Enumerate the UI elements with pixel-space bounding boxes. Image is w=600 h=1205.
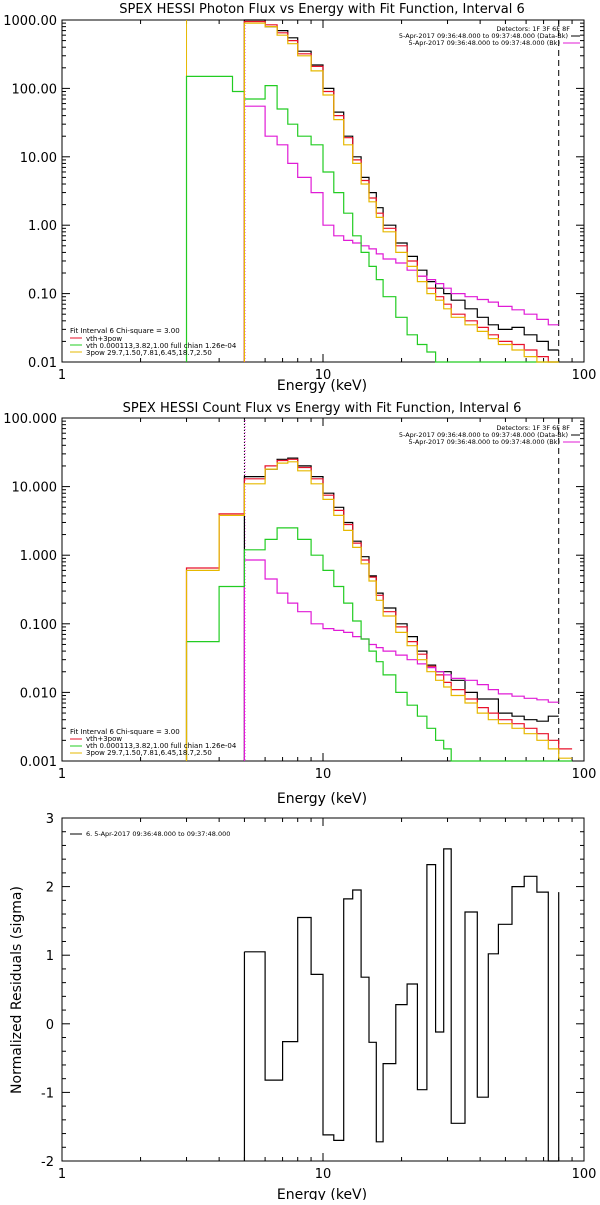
y-tick-label: 0.010 (20, 686, 57, 701)
series-line-vth-3pow (185, 458, 573, 761)
plot-area: 1 10 100 -2 -1 0 1 2 3 (41, 812, 596, 1182)
series-line-3pow (185, 461, 573, 761)
x-axis-label: Energy (keV) (277, 791, 367, 807)
x-tick-label: 1 (58, 368, 66, 383)
y-tick-label: 100.00 (12, 82, 58, 97)
photon-flux-panel: SPEX HESSI Photon Flux vs Energy with Fi… (3, 2, 596, 394)
x-tick-label: 100 (572, 767, 597, 782)
x-tick-label: 1 (58, 767, 66, 782)
y-tick-label: 1000.00 (3, 14, 57, 29)
x-tick-label: 10 (315, 368, 332, 383)
x-axis-label: Energy (keV) (277, 378, 367, 394)
chart-title: SPEX HESSI Count Flux vs Energy with Fit… (123, 401, 522, 416)
legend-entry-vth: vth 0.000113,3.82,1.00 full chian 1.26e-… (86, 342, 237, 350)
y-tick-label: 10.000 (12, 481, 58, 496)
y-tick-label: 0.01 (28, 356, 57, 371)
count-flux-panel: SPEX HESSI Count Flux vs Energy with Fit… (3, 401, 596, 807)
annotation-data-bk: 5-Apr-2017 09:36:48.000 to 09:37:48.000 … (399, 32, 568, 40)
y-tick-label: 1.000 (20, 549, 57, 564)
plot-area: 1 10 100 0.01 0.10 1.00 10.00 100.00 1000.00 (3, 14, 596, 383)
series-line-data-bk (243, 19, 559, 362)
chart-title: SPEX HESSI Photon Flux vs Energy with Fi… (119, 2, 525, 17)
annotation-bk: 5-Apr-2017 09:36:48.000 to 09:37:48.000 … (409, 438, 560, 446)
legend-title: Fit Interval 6 Chi-square = 3.00 (70, 327, 180, 335)
y-tick-label: 1.00 (28, 219, 57, 234)
legend-title: Fit Interval 6 Chi-square = 3.00 (70, 728, 180, 736)
series-line-bk (243, 559, 559, 761)
y-tick-label: 100.000 (3, 412, 57, 427)
legend-entry-vth3pow: vth+3pow (86, 735, 122, 743)
y-tick-label: 10.00 (20, 151, 57, 166)
plot-frame (61, 417, 585, 762)
legend-entry-vth3pow: vth+3pow (86, 335, 122, 343)
x-tick-label: 100 (572, 368, 597, 383)
y-tick-label: -1 (41, 1086, 54, 1101)
y-tick-label: -2 (41, 1155, 54, 1170)
legend-entry-vth: vth 0.000113,3.82,1.00 full chian 1.26e-… (86, 742, 237, 750)
x-tick-label: 100 (572, 1167, 597, 1182)
series-line-vth (185, 75, 559, 363)
y-axis-label: Normalized Residuals (sigma) (9, 886, 25, 1094)
annotation-detectors: Detectors: 1F 3F 6F 8F (496, 25, 570, 33)
plot-area: 1 10 100 0.001 0.010 0.100 1.000 10.000 100.000 (3, 412, 596, 782)
series-line-vth (185, 527, 573, 762)
x-tick-label: 10 (315, 767, 332, 782)
series-line-data-bk (243, 457, 559, 761)
series-line-vth-3pow (243, 20, 559, 363)
y-tick-label: 3 (46, 812, 54, 827)
y-tick-label: 0 (46, 1018, 54, 1033)
series-line-3pow (243, 22, 559, 363)
residuals-panel: 1 10 100 -2 -1 0 1 2 3 Energy (keV) Normalized R… (9, 812, 596, 1203)
annotation-data-bk: 5-Apr-2017 09:36:48.000 to 09:37:48.000 … (399, 431, 568, 439)
y-tick-label: 0.100 (20, 618, 57, 633)
y-tick-label: 2 (46, 881, 54, 896)
y-tick-label: 0.001 (20, 755, 57, 770)
annotation-detectors: Detectors: 1F 3F 6F 8F (496, 424, 570, 432)
y-tick-label: 0.10 (28, 288, 57, 303)
y-tick-label: 1 (46, 949, 54, 964)
series-line-6- (244, 848, 559, 1162)
legend-entry-residuals: 6. 5-Apr-2017 09:36:48.000 to 09:37:48.0… (86, 830, 230, 838)
x-axis-label: Energy (keV) (277, 1187, 367, 1200)
legend-entry-3pow: 3pow 29.7,1.50,7.81,6.45,18.7,2.50 (86, 349, 212, 357)
annotation-bk: 5-Apr-2017 09:36:48.000 to 09:37:48.000 … (409, 39, 560, 47)
series-line-bk (243, 105, 559, 362)
x-tick-label: 1 (58, 1167, 66, 1182)
legend-entry-3pow: 3pow 29.7,1.50,7.81,6.45,18.7,2.50 (86, 749, 212, 757)
x-tick-label: 10 (315, 1167, 332, 1182)
